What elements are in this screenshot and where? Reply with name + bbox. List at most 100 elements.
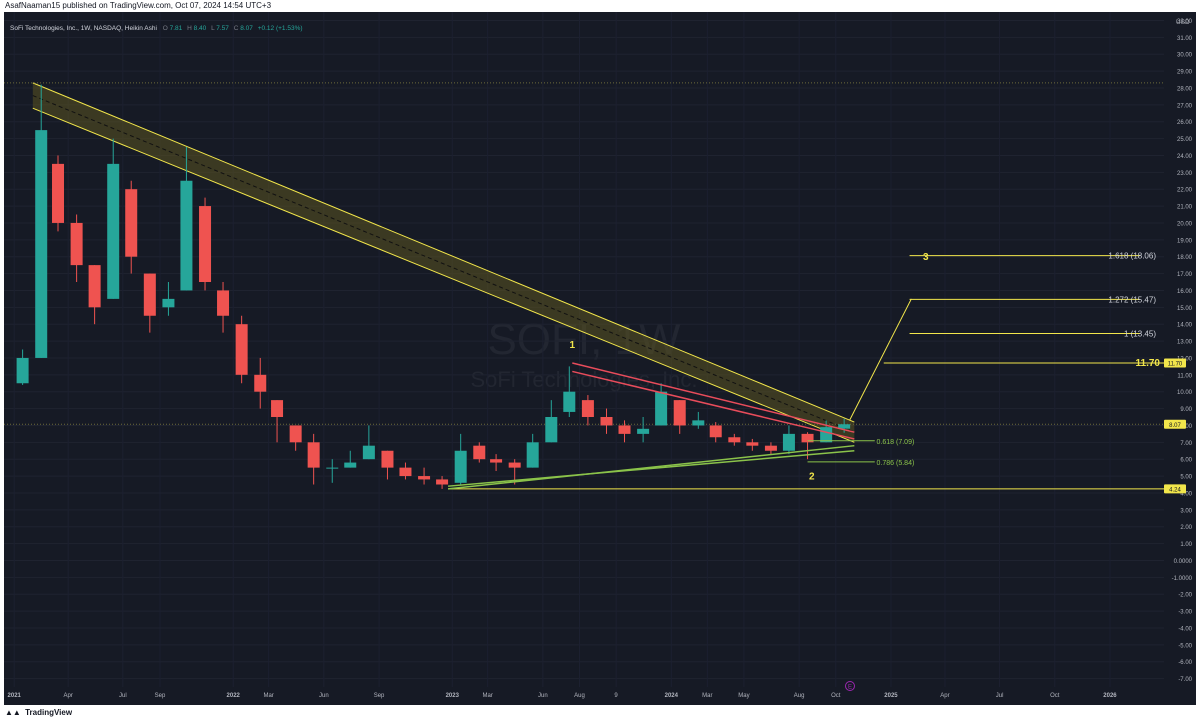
x-tick-label: May bbox=[738, 693, 749, 699]
candle-body bbox=[125, 189, 138, 257]
publish-line: AsafNaaman15 published on TradingView.co… bbox=[5, 1, 272, 10]
time-axis[interactable]: 2021 Apr Jul Sep 2022 Mar Jun Sep 2023 Mar Jun Aug 9… bbox=[8, 693, 1118, 699]
chart-frame[interactable]: SOFI, 1W SoFi Technologies, Inc. 1.618 (… bbox=[4, 12, 1196, 705]
trendlines bbox=[447, 298, 912, 490]
channel-top-line bbox=[32, 82, 855, 423]
earnings-icon bbox=[845, 681, 855, 691]
y-tick-label: 19.00 bbox=[1177, 238, 1193, 244]
x-tick-label: Oct bbox=[1050, 693, 1060, 699]
candle-body bbox=[289, 425, 302, 443]
x-tick-label: Apr bbox=[64, 693, 73, 699]
legend-o-label: O bbox=[163, 25, 168, 32]
x-tick-label: Mar bbox=[702, 693, 712, 699]
candle-body bbox=[801, 433, 814, 443]
candle-body bbox=[107, 163, 120, 299]
candle-body bbox=[473, 445, 486, 460]
legend-c-label: C bbox=[234, 25, 239, 32]
fib-ext-label: 1 (13.45) bbox=[1124, 329, 1156, 338]
earnings-icon-glyph: E bbox=[848, 685, 852, 691]
fib-ret-label: 0.786 (5.84) bbox=[877, 460, 915, 467]
candle-body bbox=[490, 459, 503, 463]
price-label-text: 4.24 bbox=[1169, 487, 1181, 493]
y-tick-label: 20.00 bbox=[1177, 221, 1193, 227]
candle-body bbox=[618, 425, 631, 434]
y-tick-label: 26.00 bbox=[1177, 120, 1193, 126]
watermark-name: SoFi Technologies, Inc. bbox=[470, 367, 697, 392]
x-tick-label: Mar bbox=[483, 693, 493, 699]
legend-l-label: L bbox=[211, 25, 215, 32]
x-tick-label: Sep bbox=[374, 693, 385, 699]
candle-body bbox=[820, 427, 833, 443]
grid bbox=[4, 12, 1164, 687]
support-2-line bbox=[448, 450, 855, 487]
candle-body bbox=[637, 428, 650, 434]
y-tick-label: 23.00 bbox=[1177, 171, 1193, 177]
events-marker[interactable]: E bbox=[845, 681, 855, 691]
fib-ext-label: 1.618 (18.06) bbox=[1108, 252, 1156, 261]
y-tick-label: -6.00 bbox=[1178, 660, 1192, 666]
y-tick-label: 4.00 bbox=[1180, 491, 1192, 497]
y-tick-label: 18.00 bbox=[1177, 255, 1193, 261]
y-tick-label: 14.00 bbox=[1177, 323, 1193, 329]
y-tick-label: 5.00 bbox=[1180, 475, 1192, 481]
legend-symbol-text: SoFi Technologies, Inc., 1W, NASDAQ, Hei… bbox=[10, 25, 157, 32]
fib-ext-label: 11.70 bbox=[1136, 358, 1161, 369]
x-tick-label: Oct bbox=[831, 693, 841, 699]
candle-body bbox=[381, 450, 394, 468]
horizontal-levels bbox=[4, 82, 1164, 490]
candle-body bbox=[271, 400, 284, 417]
support-1-line bbox=[447, 444, 855, 490]
legend-h-label: H bbox=[187, 25, 192, 32]
tradingview-logo[interactable]: ▲▲ TradingView bbox=[5, 705, 72, 721]
candle-body bbox=[692, 420, 705, 426]
legend-c-value: 8.07 bbox=[240, 25, 253, 32]
y-tick-label: 10.00 bbox=[1177, 390, 1193, 396]
candle-body bbox=[35, 130, 48, 358]
wave-path-line bbox=[849, 298, 912, 421]
x-tick-label: 2022 bbox=[227, 693, 241, 699]
y-tick-label: 15.00 bbox=[1177, 306, 1193, 312]
candle-body bbox=[70, 222, 83, 266]
y-tick-label: -3.00 bbox=[1178, 610, 1192, 616]
x-tick-label: 2023 bbox=[446, 693, 460, 699]
y-tick-label: 28.00 bbox=[1177, 86, 1193, 92]
candle-body bbox=[88, 265, 101, 308]
legend-h-value: 8.40 bbox=[194, 25, 207, 32]
candle-body bbox=[764, 445, 777, 451]
x-tick-label: Jun bbox=[538, 693, 548, 699]
x-tick-label: Aug bbox=[574, 693, 585, 699]
y-tick-label: 32.00 bbox=[1177, 19, 1193, 25]
resistance-2-line bbox=[572, 370, 855, 440]
legend-o-value: 7.81 bbox=[170, 25, 183, 32]
footer-brand: TradingView bbox=[25, 708, 73, 717]
price-chart[interactable]: SOFI, 1W SoFi Technologies, Inc. 1.618 (… bbox=[4, 12, 1196, 705]
resistance-1-line bbox=[572, 362, 855, 433]
wave-label: 3 bbox=[923, 252, 929, 263]
candle-body bbox=[563, 391, 576, 412]
y-tick-label: 16.00 bbox=[1177, 289, 1193, 295]
candle-body bbox=[655, 391, 668, 426]
price-label-box bbox=[1164, 419, 1186, 429]
y-tick-label: 6.00 bbox=[1180, 458, 1192, 464]
x-tick-label: Jun bbox=[319, 693, 329, 699]
candle-body bbox=[709, 425, 722, 438]
candle-body bbox=[600, 417, 613, 426]
tradingview-mark-icon: ▲▲ bbox=[5, 708, 21, 717]
wave-label: 1 bbox=[570, 340, 576, 351]
legend-change: +0.12 (+1.53%) bbox=[258, 25, 303, 32]
candle-body bbox=[838, 424, 851, 429]
price-label-box bbox=[1164, 484, 1186, 494]
candle-body bbox=[418, 476, 431, 480]
candle-body bbox=[362, 445, 375, 460]
y-tick-label: 30.00 bbox=[1177, 53, 1193, 59]
candle-body bbox=[52, 163, 65, 223]
y-tick-label: 21.00 bbox=[1177, 205, 1193, 211]
price-label-box bbox=[1164, 358, 1186, 368]
y-tick-label: 24.00 bbox=[1177, 154, 1193, 160]
candle-body bbox=[746, 442, 759, 446]
y-tick-label: 13.00 bbox=[1177, 340, 1193, 346]
candle-body bbox=[199, 206, 212, 282]
candle-body bbox=[673, 400, 686, 426]
price-label-text: 8.07 bbox=[1169, 423, 1181, 429]
price-label-text: 11.70 bbox=[1168, 362, 1183, 368]
